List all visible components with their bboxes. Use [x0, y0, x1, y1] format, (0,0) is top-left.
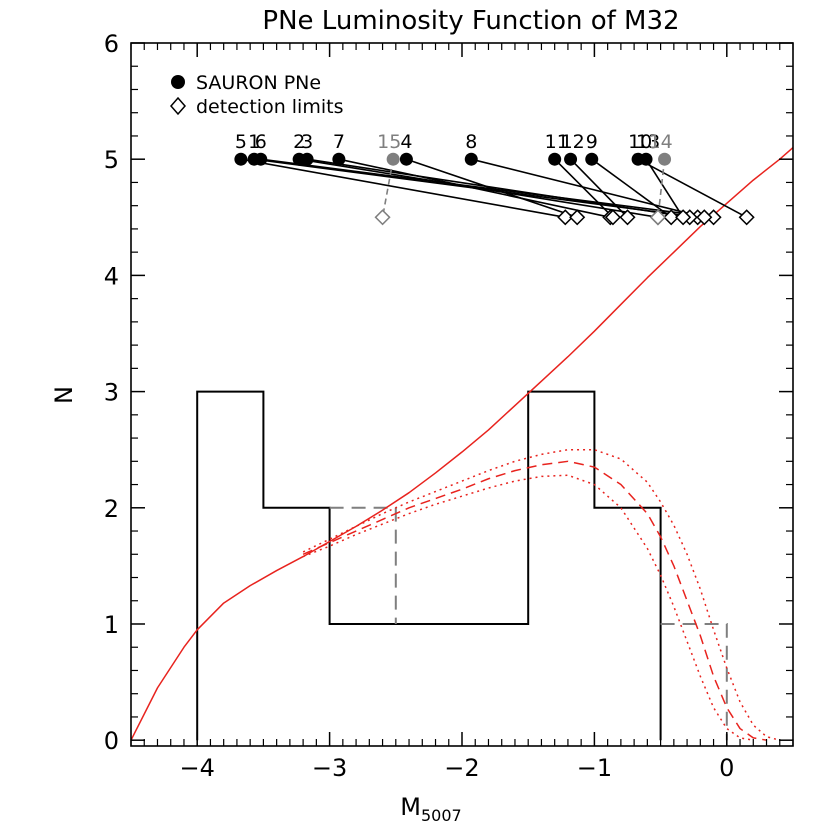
- pn-filled-circle: [464, 152, 478, 166]
- pn-to-limit-connector: [306, 158, 690, 219]
- chart-title: PNe Luminosity Function of M32: [262, 6, 679, 36]
- y-tick-label: 3: [104, 379, 119, 407]
- y-tick-label: 4: [104, 262, 119, 290]
- pn-number-label: 1: [248, 131, 260, 153]
- x-tick-label: −4: [180, 754, 215, 782]
- x-tick-label: −2: [444, 754, 479, 782]
- pn-filled-circle: [548, 152, 562, 166]
- pn-number-label: 8: [465, 131, 477, 153]
- model-dashed-curve: [302, 460, 767, 741]
- pne-layer: 516 23 7 154 8 11129 101314: [234, 131, 755, 226]
- legend: SAURON PNe detection limits: [170, 72, 343, 118]
- pn-filled-circle: [564, 152, 578, 166]
- pn-to-limit-connector: [471, 158, 705, 219]
- histogram-dashed-extension: [660, 622, 728, 741]
- pn-number-label: 15: [377, 131, 401, 153]
- detection-limit-diamond: [374, 209, 391, 226]
- detection-limit-diamond: [738, 209, 755, 226]
- pn-number-label: 3: [301, 131, 313, 153]
- legend-label-detection-limits: detection limits: [196, 96, 343, 118]
- pn-filled-circle: [234, 152, 248, 166]
- pn-number-label: 6: [255, 131, 267, 153]
- pn-to-limit-connector: [260, 158, 714, 219]
- pn-to-limit-connector: [299, 158, 659, 219]
- pn-filled-circle: [300, 152, 314, 166]
- histogram-outline: [196, 390, 662, 741]
- pn-to-limit-connector: [554, 158, 614, 218]
- pn-filled-circle: [658, 152, 672, 166]
- pn-to-limit-connector: [381, 159, 394, 218]
- histogram-layer: [196, 390, 728, 741]
- pn-number-label: 9: [586, 131, 598, 153]
- detection-limit-diamond: [569, 209, 586, 226]
- y-tick-label: 5: [104, 146, 119, 174]
- y-tick-label: 1: [104, 611, 119, 639]
- pn-to-limit-connector: [591, 158, 672, 218]
- y-tick-label: 0: [104, 727, 119, 755]
- pn-to-limit-connector: [637, 158, 748, 219]
- detection-limit-diamond: [696, 209, 713, 226]
- pn-to-limit-connector: [240, 158, 566, 219]
- pn-filled-circle: [585, 152, 599, 166]
- histogram-dashed-extension: [329, 506, 397, 624]
- legend-open-diamond-marker: [170, 96, 186, 116]
- x-axis-label-subscript: 5007: [421, 806, 462, 825]
- x-tick-label: 0: [719, 754, 734, 782]
- y-axis-label: N: [50, 386, 78, 404]
- pn-filled-circle: [639, 152, 653, 166]
- detection-limit-diamond: [675, 209, 692, 226]
- detection-limit-diamond: [619, 209, 636, 226]
- x-axis-label: M5007: [400, 793, 461, 825]
- model-curves-layer: [130, 147, 794, 741]
- detection-limit-diamond: [663, 209, 680, 226]
- pn-number-label: 14: [649, 131, 673, 153]
- pn-to-limit-connector: [645, 158, 684, 218]
- pn-number-label: 11: [545, 131, 569, 153]
- pn-filled-circle: [386, 152, 400, 166]
- pn-number-label: 12: [561, 131, 585, 153]
- pn-number-label: 2: [293, 131, 305, 153]
- pn-filled-circle: [254, 152, 268, 166]
- pn-number-label: 13: [636, 131, 660, 153]
- pn-number-labels: 516 23 7 154 8 11129 101314: [235, 131, 673, 153]
- pn-to-limit-connector: [338, 158, 611, 219]
- legend-label-sauron-pne: SAURON PNe: [196, 72, 321, 94]
- model-dotted-upper-curve: [302, 448, 780, 741]
- legend-filled-circle-marker: [171, 75, 185, 89]
- y-tick-label: 6: [104, 30, 119, 58]
- x-axis-label-main: M: [400, 793, 421, 821]
- detection-limit-diamond: [604, 209, 621, 226]
- plot-frame: [130, 42, 794, 747]
- pn-number-label: 4: [400, 131, 412, 153]
- pn-number-label: 5: [235, 131, 247, 153]
- x-tick-label: −1: [577, 754, 612, 782]
- pn-to-limit-connector: [569, 158, 629, 218]
- x-tick-label: −3: [312, 754, 347, 782]
- pn-filled-circle: [399, 152, 413, 166]
- pn-filled-circle: [332, 152, 346, 166]
- detection-limit-diamond: [649, 209, 667, 226]
- pn-to-limit-connector: [406, 158, 578, 219]
- detection-limit-diamond: [557, 209, 574, 226]
- pn-number-label: 7: [333, 131, 345, 153]
- pn-number-label: 10: [628, 131, 652, 153]
- y-tick-label: 2: [104, 495, 119, 523]
- model-solid-curve: [130, 147, 794, 741]
